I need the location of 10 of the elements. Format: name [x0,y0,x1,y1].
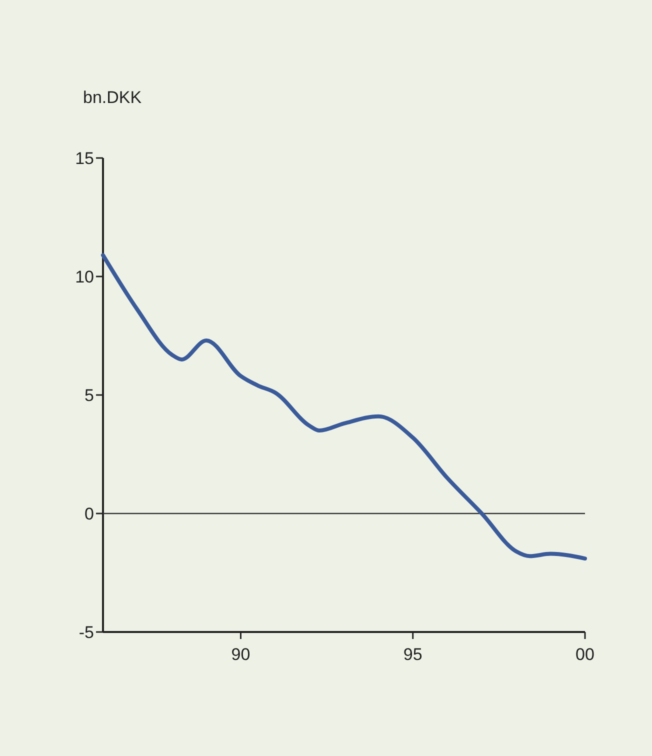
y-tick-label: 15 [75,148,94,168]
y-axis-title: bn.DKK [83,88,142,107]
y-tick-label: -5 [78,622,94,642]
y-tick-label: 10 [75,267,94,286]
line-series [101,253,587,561]
x-tick-label: 95 [403,645,422,664]
x-tick-label: 90 [231,645,250,664]
x-tick-label: 00 [576,645,594,664]
y-tick-label: 0 [84,504,94,524]
y-tick-label: 5 [84,386,94,405]
